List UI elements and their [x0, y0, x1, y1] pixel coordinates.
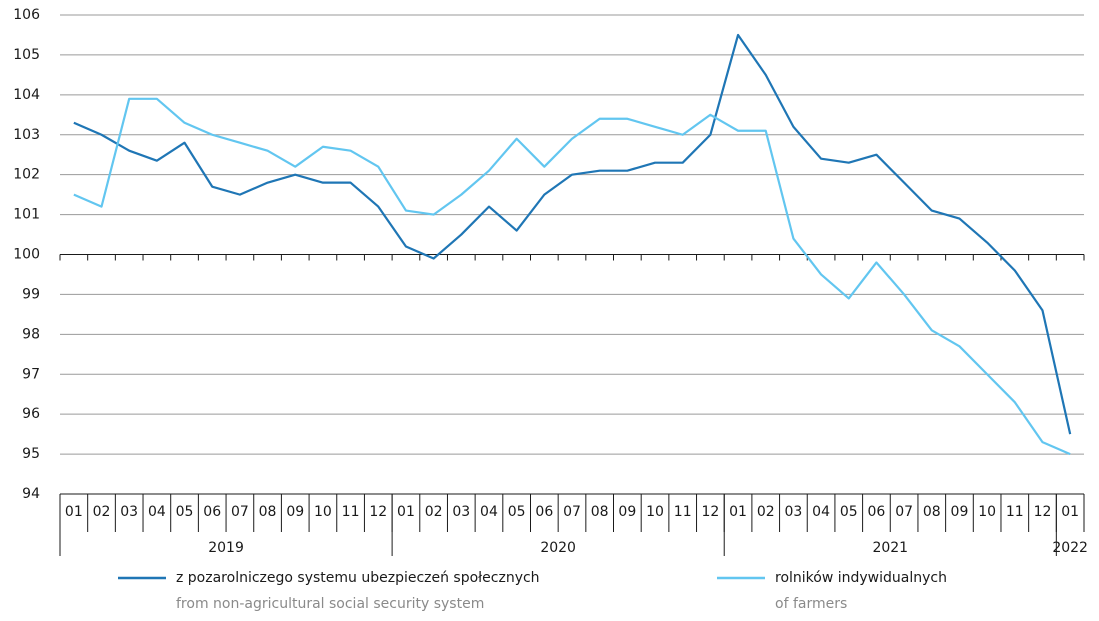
x-tick-label: 12 [1034, 504, 1052, 520]
y-tick-label: 103 [13, 127, 40, 143]
y-tick-label: 102 [13, 167, 40, 183]
x-tick-label: 03 [120, 504, 138, 520]
x-tick-label: 07 [563, 504, 581, 520]
x-tick-label: 10 [978, 504, 996, 520]
x-tick-label: 04 [148, 504, 166, 520]
x-tick-label: 08 [259, 504, 277, 520]
y-tick-label: 96 [22, 406, 40, 422]
x-tick-label: 07 [231, 504, 249, 520]
x-tick-label: 08 [923, 504, 941, 520]
y-tick-label: 100 [13, 247, 40, 263]
series-line [73, 97, 1071, 456]
x-tick-label: 06 [868, 504, 886, 520]
year-label: 2020 [540, 540, 576, 556]
x-tick-label: 07 [895, 504, 913, 520]
x-tick-label: 10 [646, 504, 664, 520]
y-tick-label: 98 [22, 326, 40, 342]
x-tick-label: 01 [397, 504, 415, 520]
year-label: 2021 [872, 540, 908, 556]
x-tick-label: 04 [480, 504, 498, 520]
x-tick-label: 10 [314, 504, 332, 520]
y-tick-label: 99 [22, 286, 40, 302]
x-tick-label: 05 [176, 504, 194, 520]
x-tick-label: 02 [425, 504, 443, 520]
x-tick-label: 06 [535, 504, 553, 520]
x-tick-label: 01 [65, 504, 83, 520]
y-tick-label: 97 [22, 366, 40, 382]
x-tick-label: 09 [951, 504, 969, 520]
x-tick-label: 05 [508, 504, 526, 520]
x-tick-label: 12 [369, 504, 387, 520]
legend-label: rolników indywidualnych [775, 570, 947, 586]
y-tick-label: 105 [13, 47, 40, 63]
x-tick-label: 01 [1061, 504, 1079, 520]
x-tick-label: 11 [342, 504, 360, 520]
y-tick-label: 106 [13, 7, 40, 23]
legend-label-en: from non-agricultural social security sy… [176, 596, 484, 612]
x-tick-label: 05 [840, 504, 858, 520]
x-tick-label: 09 [286, 504, 304, 520]
x-tick-label: 03 [452, 504, 470, 520]
x-tick-label: 11 [674, 504, 692, 520]
y-tick-label: 104 [13, 87, 40, 103]
x-tick-label: 12 [701, 504, 719, 520]
year-label: 2019 [208, 540, 244, 556]
x-tick-label: 02 [93, 504, 111, 520]
x-tick-label: 06 [203, 504, 221, 520]
x-tick-label: 01 [729, 504, 747, 520]
x-tick-label: 09 [618, 504, 636, 520]
x-tick-label: 02 [757, 504, 775, 520]
x-tick-label: 03 [784, 504, 802, 520]
legend-label: z pozarolniczego systemu ubezpieczeń spo… [176, 570, 540, 586]
y-tick-label: 101 [13, 207, 40, 223]
y-tick-label: 95 [22, 446, 40, 462]
y-tick-label: 94 [22, 486, 40, 502]
series-line [73, 33, 1072, 435]
legend-label-en: of farmers [775, 596, 847, 612]
x-tick-label: 04 [812, 504, 830, 520]
x-tick-label: 11 [1006, 504, 1024, 520]
year-label: 2022 [1052, 540, 1088, 556]
x-tick-label: 08 [591, 504, 609, 520]
